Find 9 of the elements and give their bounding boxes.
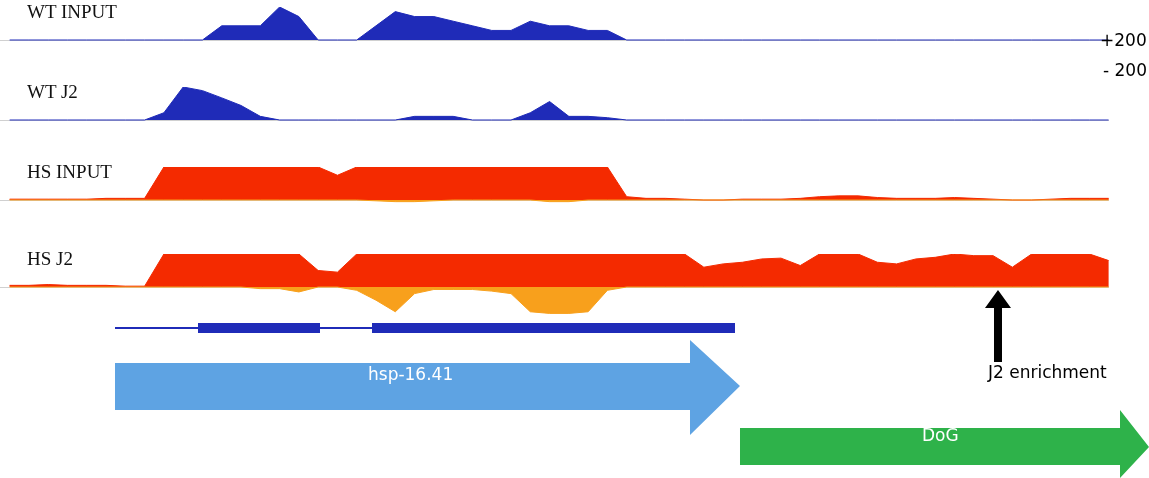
chart-title: WT J2 — [27, 81, 78, 102]
text: - 200 — [1103, 60, 1147, 80]
text: DoG — [922, 425, 959, 445]
chart-title: HS INPUT — [27, 161, 113, 182]
text: J2 enrichment — [987, 362, 1108, 382]
chart-title: WT INPUT — [27, 1, 118, 22]
text: hsp-16.41 — [368, 364, 454, 384]
annotation: +200 — [1100, 30, 1147, 50]
chart-title: HS J2 — [27, 248, 73, 269]
